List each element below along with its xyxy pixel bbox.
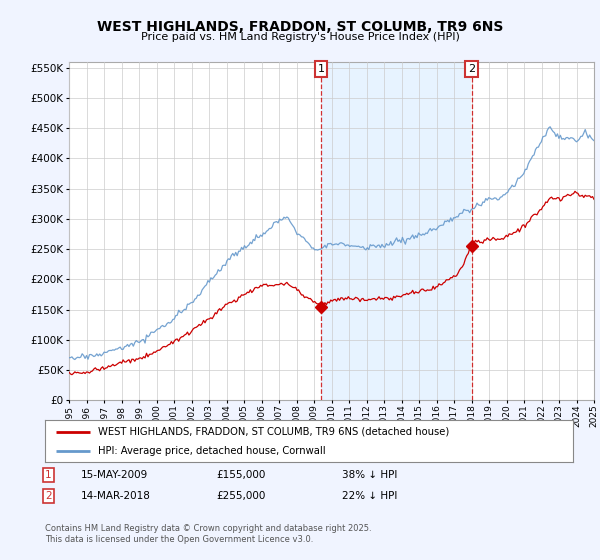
- Text: 15-MAY-2009: 15-MAY-2009: [81, 470, 148, 480]
- Text: Price paid vs. HM Land Registry's House Price Index (HPI): Price paid vs. HM Land Registry's House …: [140, 32, 460, 42]
- Text: Contains HM Land Registry data © Crown copyright and database right 2025.
This d: Contains HM Land Registry data © Crown c…: [45, 524, 371, 544]
- Text: 1: 1: [45, 470, 52, 480]
- Text: 22% ↓ HPI: 22% ↓ HPI: [342, 491, 397, 501]
- Text: 2: 2: [468, 64, 475, 74]
- Text: HPI: Average price, detached house, Cornwall: HPI: Average price, detached house, Corn…: [98, 446, 325, 456]
- Bar: [321, 62, 472, 400]
- Text: £255,000: £255,000: [216, 491, 265, 501]
- Text: 14-MAR-2018: 14-MAR-2018: [81, 491, 151, 501]
- Text: 1: 1: [317, 64, 325, 74]
- Text: WEST HIGHLANDS, FRADDON, ST COLUMB, TR9 6NS: WEST HIGHLANDS, FRADDON, ST COLUMB, TR9 …: [97, 20, 503, 34]
- Text: 38% ↓ HPI: 38% ↓ HPI: [342, 470, 397, 480]
- Text: £155,000: £155,000: [216, 470, 265, 480]
- Text: WEST HIGHLANDS, FRADDON, ST COLUMB, TR9 6NS (detached house): WEST HIGHLANDS, FRADDON, ST COLUMB, TR9 …: [98, 427, 449, 437]
- Text: 2: 2: [45, 491, 52, 501]
